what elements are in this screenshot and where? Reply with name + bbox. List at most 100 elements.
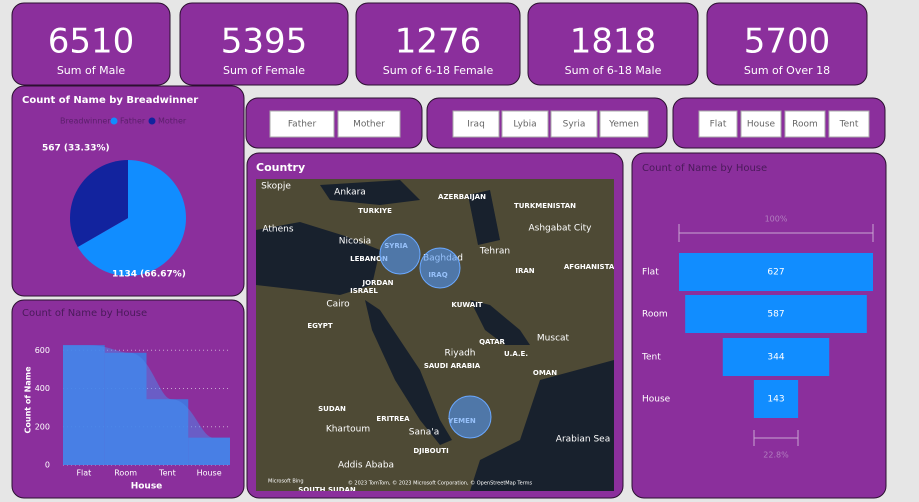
slicer-button[interactable]	[501, 110, 549, 138]
pie-slice	[69, 160, 128, 247]
map-place: AZERBAIJAN	[438, 193, 486, 201]
card-value: 1276	[395, 22, 482, 62]
card-label: Sum of Over 18	[744, 64, 830, 77]
card-value: 6510	[48, 22, 135, 62]
map-attribution: © 2023 TomTom, © 2023 Microsoft Corporat…	[348, 480, 533, 487]
panel	[527, 2, 699, 86]
map-place: ERITREA	[376, 415, 410, 423]
map-place: Ashgabat City	[528, 224, 592, 234]
data-label: 587	[767, 310, 784, 320]
category-label: Room	[642, 310, 668, 320]
chart-title: Count of Name by House	[642, 163, 767, 174]
map-place: Sana'a	[409, 428, 439, 438]
map-place: DJIBOUTI	[413, 447, 448, 455]
map-place: Nicosia	[339, 237, 371, 247]
slicer-label[interactable]: House	[747, 120, 776, 130]
card-value: 5700	[744, 22, 831, 62]
slicer-button[interactable]	[740, 110, 782, 138]
slicer-label[interactable]: Room	[792, 120, 818, 130]
slicer-label[interactable]: Syria	[563, 120, 586, 130]
map-place: LEBANON	[350, 255, 388, 263]
map-place: OMAN	[533, 369, 557, 377]
map-place: Arabian Sea	[556, 435, 610, 445]
legend-title: Breadwinner	[60, 117, 111, 126]
panel	[179, 2, 349, 86]
map-place: IRAN	[515, 267, 534, 275]
slicer-label[interactable]: Lybia	[513, 120, 536, 130]
chart-title: Count of Name by Breadwinner	[22, 95, 198, 106]
x-axis-label: House	[131, 482, 163, 492]
legend-marker	[148, 117, 156, 125]
map-sea	[470, 300, 530, 345]
funnel-bar	[679, 253, 873, 291]
map-place: Cairo	[326, 300, 350, 310]
slicer-button[interactable]	[784, 110, 826, 138]
panel	[355, 2, 521, 86]
map-sea	[320, 180, 420, 205]
map-place: U.A.E.	[504, 350, 528, 358]
x-tick-label: Room	[114, 469, 137, 478]
map-place: Tehran	[479, 247, 510, 257]
card-label: Sum of 6-18 Male	[565, 64, 662, 77]
slicer-button[interactable]	[599, 110, 649, 138]
slicer-button[interactable]	[452, 110, 500, 138]
x-tick-label: Flat	[76, 469, 91, 478]
slicer-button[interactable]	[337, 110, 401, 138]
slicer-label[interactable]: Tent	[839, 120, 859, 130]
funnel-bottom-label: 22.8%	[763, 451, 789, 460]
map-place: SOUTH SUDAN	[298, 486, 356, 494]
map-place: JORDAN	[361, 279, 393, 287]
slicer-button[interactable]	[269, 110, 335, 138]
slicer-label[interactable]: Yemen	[608, 120, 639, 130]
slicer-button[interactable]	[698, 110, 738, 138]
category-label: Tent	[641, 353, 661, 363]
card-label: Sum of 6-18 Female	[383, 64, 494, 77]
funnel-top-label: 100%	[765, 215, 788, 224]
area-shade	[63, 345, 230, 465]
map-sea	[470, 360, 614, 491]
legend-label: Father	[120, 117, 146, 126]
map-place: AFGHANISTAN	[564, 263, 620, 271]
data-label: 567 (33.33%)	[42, 144, 110, 154]
map-place: TURKIYE	[358, 207, 392, 215]
pie-slice	[77, 160, 186, 276]
panel	[706, 2, 868, 86]
card-label: Sum of Female	[223, 64, 305, 77]
funnel-bracket	[678, 224, 874, 242]
map-place: KUWAIT	[451, 301, 482, 309]
y-tick-label: 600	[35, 346, 50, 355]
data-label: 627	[767, 268, 784, 278]
slicer-label[interactable]: Flat	[710, 120, 727, 130]
card-value: 1818	[570, 22, 657, 62]
y-tick-label: 400	[35, 384, 50, 393]
slicer-button[interactable]	[828, 110, 870, 138]
slicer-label[interactable]: Iraq	[467, 120, 485, 130]
category-label: House	[642, 395, 671, 405]
legend-label: Mother	[158, 117, 187, 126]
y-tick-label: 0	[45, 461, 50, 470]
y-tick-label: 200	[35, 422, 50, 431]
data-label: 1134 (66.67%)	[112, 270, 186, 280]
map-shade	[256, 179, 614, 491]
map-place: ISRAEL	[350, 287, 378, 295]
slicer-label[interactable]: Mother	[353, 120, 385, 130]
card-label: Sum of Male	[57, 64, 126, 77]
funnel-bar	[753, 380, 799, 418]
slicer-label[interactable]: Father	[288, 120, 317, 130]
map: Skopje Ankara TURKIYE AZERBAIJAN TURKMENISTA…	[256, 179, 620, 494]
chart-title: Count of Name by House	[22, 308, 147, 319]
funnel-bar	[685, 295, 867, 333]
map-place: Addis Ababa	[338, 461, 394, 471]
card-value: 5395	[221, 22, 308, 62]
data-label: 344	[767, 353, 784, 363]
map-place: SAUDI ARABIA	[424, 362, 481, 370]
map-place: EGYPT	[307, 322, 333, 330]
map-place: Riyadh	[444, 349, 475, 359]
map-place: Athens	[262, 225, 293, 235]
funnel-bar	[722, 338, 830, 376]
map-place: Khartoum	[326, 425, 370, 435]
slicer-button[interactable]	[550, 110, 598, 138]
map-bubble	[448, 395, 492, 439]
